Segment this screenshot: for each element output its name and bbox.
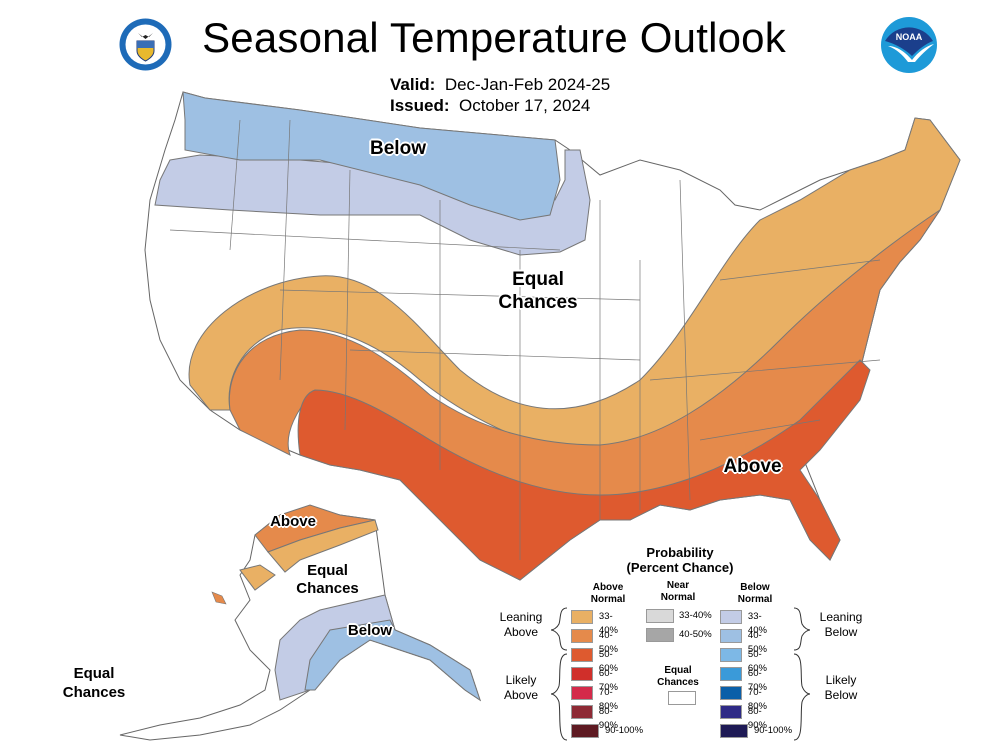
swatch: [571, 610, 593, 624]
legend-item: 33-40%: [571, 610, 624, 638]
label-hi-equal-1: Equal: [73, 665, 115, 682]
swatch: [720, 629, 742, 643]
region-below-40-50: [182, 91, 561, 221]
valid-period: Valid: Dec-Jan-Feb 2024-25: [390, 75, 610, 95]
legend-item: 60-70%: [720, 667, 773, 695]
legend-item: 40-50%: [571, 629, 624, 657]
swatch: [720, 686, 742, 700]
legend-col-near: Near Normal: [660, 580, 696, 603]
brace-right-icon: [793, 607, 811, 741]
legend-item: 80-90%: [720, 705, 773, 733]
swatch: [720, 667, 742, 681]
swatch: [571, 686, 593, 700]
legend-item: 50-60%: [571, 648, 624, 676]
svg-text:NOAA: NOAA: [896, 32, 923, 42]
valid-value: Dec-Jan-Feb 2024-25: [444, 75, 611, 94]
swatch: [571, 705, 593, 719]
legend-item: 40-50%: [646, 628, 712, 642]
label-ak-equal-1: Equal: [307, 562, 348, 579]
label-conus-below: Below: [370, 138, 426, 159]
swatch: [720, 705, 742, 719]
label-conus-above: Above: [723, 456, 782, 477]
legend-item: 90-100%: [571, 724, 643, 738]
noaa-logo-icon: NOAA: [880, 16, 938, 74]
swatch: [646, 628, 674, 642]
swatch-equal-chances: [668, 691, 696, 705]
legend-item: 90-100%: [720, 724, 792, 738]
swatch: [571, 629, 593, 643]
legend-item: 50-60%: [720, 648, 773, 676]
label-hi-equal-2: Chances: [62, 684, 126, 701]
legend-title: Probability (Percent Chance): [626, 545, 734, 575]
swatch: [720, 610, 742, 624]
legend-leaning-below: Leaning Below: [819, 610, 863, 639]
legend-item: 40-50%: [720, 629, 773, 657]
ak-above-islet: [211, 591, 227, 605]
issued-value: October 17, 2024: [458, 96, 591, 115]
legend-item: 60-70%: [571, 667, 624, 695]
issued-label: Issued:: [390, 96, 450, 115]
page-title: Seasonal Temperature Outlook: [202, 14, 786, 61]
legend-likely-below: Likely Below: [824, 673, 858, 702]
swatch: [571, 648, 593, 662]
legend-item: 80-90%: [571, 705, 624, 733]
swatch: [720, 648, 742, 662]
legend-likely-above: Likely Above: [503, 673, 539, 702]
label-conus-equal-1: Equal: [512, 269, 564, 290]
label-ak-above: Above: [270, 513, 316, 530]
valid-label: Valid:: [390, 75, 436, 94]
state-borders: [169, 119, 881, 560]
brace-left-icon: [550, 607, 568, 741]
swatch: [571, 724, 599, 738]
swatch: [571, 667, 593, 681]
label-ak-below: Below: [347, 622, 393, 639]
swatch: [646, 609, 674, 623]
label-ak-equal-2: Chances: [296, 580, 359, 597]
legend-item: 33-40%: [720, 610, 773, 638]
swatch: [720, 724, 748, 738]
legend-item: 70-80%: [571, 686, 624, 714]
legend-col-below: Below Normal: [737, 582, 773, 605]
issued-date: Issued: October 17, 2024: [390, 96, 590, 116]
legend-leaning-above: Leaning Above: [499, 610, 543, 639]
doc-seal-icon: [118, 17, 173, 72]
legend-equal-chances: Equal Chances: [657, 665, 699, 688]
ak-below-40-50: [304, 619, 481, 702]
legend-item: 33-40%: [646, 609, 712, 623]
legend-item: 70-80%: [720, 686, 773, 714]
legend-col-above: Above Normal: [590, 582, 626, 605]
ak-above-33-40: [239, 519, 379, 591]
label-conus-equal-2: Chances: [498, 292, 578, 313]
